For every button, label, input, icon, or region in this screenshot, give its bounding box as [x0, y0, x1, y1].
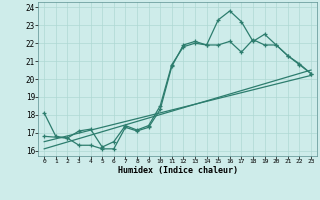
X-axis label: Humidex (Indice chaleur): Humidex (Indice chaleur)	[118, 166, 238, 175]
